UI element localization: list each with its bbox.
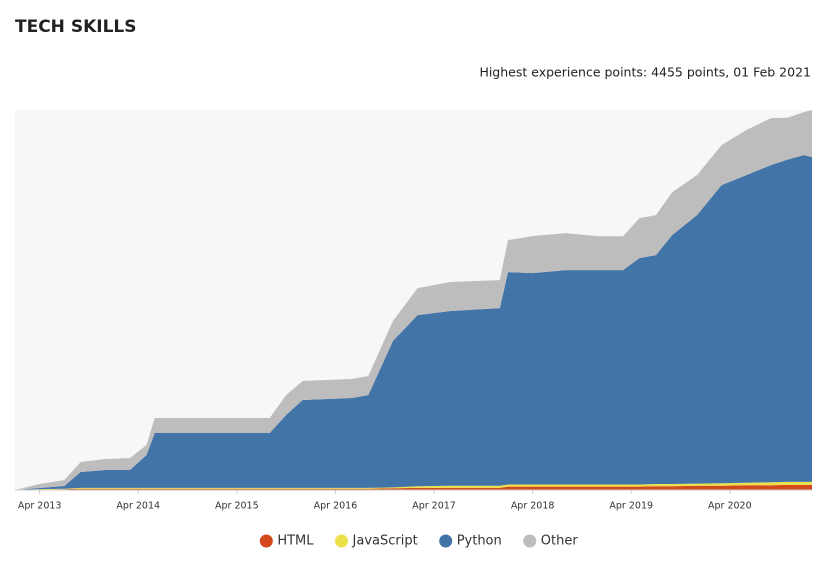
legend-label[interactable]: JavaScript [352,534,418,549]
chart-title: TECH SKILLS [15,17,136,37]
area-1 [15,481,812,490]
x-tick-label: Apr 2020 [708,501,752,512]
x-tick-label: Apr 2019 [609,501,653,512]
x-tick-label: Apr 2016 [314,501,358,512]
legend-marker[interactable] [439,534,453,548]
area-0 [15,484,812,490]
x-tick-label: Apr 2017 [412,501,456,512]
area-3 [15,110,812,490]
legend-label[interactable]: Python [457,534,502,549]
legend-marker[interactable] [523,534,537,548]
area-2 [15,155,812,490]
x-tick-label: Apr 2015 [215,501,259,512]
x-tick-label: Apr 2014 [116,501,160,512]
chart-subtitle: Highest experience points: 4455 points, … [479,65,811,80]
x-tick-label: Apr 2013 [18,501,62,512]
legend-marker[interactable] [335,534,349,548]
legend-label[interactable]: Other [541,534,579,549]
legend-label[interactable]: HTML [277,534,314,549]
legend-marker[interactable] [259,534,273,548]
x-tick-label: Apr 2018 [511,501,555,512]
